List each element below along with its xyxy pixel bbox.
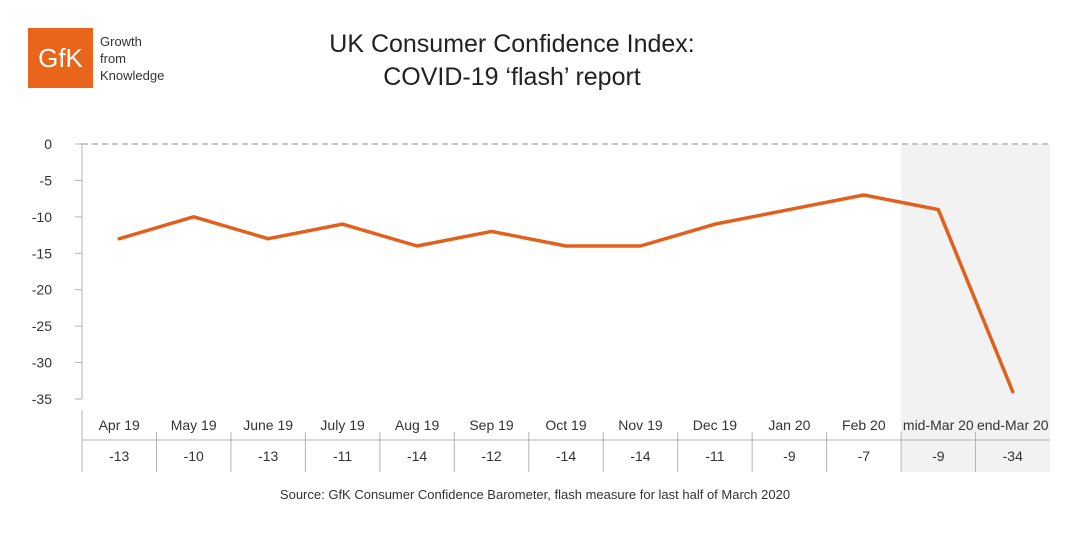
data-value-label: -12 <box>481 448 501 464</box>
tagline-line-3: Knowledge <box>100 68 165 83</box>
x-category-label: Sep 19 <box>469 417 514 433</box>
source-note: Source: GfK Consumer Confidence Baromete… <box>279 487 791 502</box>
data-point <box>638 244 642 248</box>
data-point <box>415 244 419 248</box>
data-value-label: -34 <box>1003 448 1023 464</box>
x-category-label: end-Mar 20 <box>977 417 1049 433</box>
x-category-label: Aug 19 <box>395 417 440 433</box>
data-point <box>936 208 940 212</box>
gfk-logo-mark: GfK <box>38 42 83 73</box>
data-point <box>787 208 791 212</box>
y-tick-label: 0 <box>44 136 52 152</box>
y-tick-label: -30 <box>32 355 52 371</box>
data-point <box>1011 390 1015 394</box>
x-category-label: mid-Mar 20 <box>903 417 974 433</box>
data-value-label: -14 <box>630 448 650 464</box>
data-value-label: -13 <box>109 448 129 464</box>
x-category-label: Jan 20 <box>768 417 810 433</box>
y-tick-label: -20 <box>32 282 52 298</box>
data-value-label: -10 <box>184 448 204 464</box>
data-value-label: -13 <box>258 448 278 464</box>
data-point <box>862 193 866 197</box>
data-value-label: -9 <box>932 448 945 464</box>
data-value-label: -14 <box>407 448 427 464</box>
chart-title: UK Consumer Confidence Index: COVID-19 ‘… <box>232 28 792 94</box>
x-category-label: May 19 <box>171 417 217 433</box>
x-category-label: Apr 19 <box>99 417 140 433</box>
data-value-label: -11 <box>705 448 724 464</box>
tagline-line-2: from <box>100 51 126 66</box>
data-value-label: -7 <box>858 448 871 464</box>
y-tick-label: -15 <box>32 245 52 261</box>
tagline-line-1: Growth <box>100 34 142 49</box>
x-category-label: Feb 20 <box>842 417 886 433</box>
chart-title-line-1: UK Consumer Confidence Index: <box>329 30 695 58</box>
data-point <box>713 222 717 226</box>
data-point <box>192 215 196 219</box>
y-tick-label: -10 <box>32 209 52 225</box>
data-point <box>564 244 568 248</box>
y-tick-label: -35 <box>32 391 52 407</box>
x-category-label: June 19 <box>243 417 293 433</box>
x-category-label: Nov 19 <box>618 417 663 433</box>
gfk-logo: GfK <box>28 28 93 88</box>
data-value-label: -11 <box>333 448 352 464</box>
data-value-label: -14 <box>556 448 576 464</box>
highlight-region <box>901 144 1050 472</box>
logo-tagline: Growth from Knowledge <box>100 33 164 84</box>
data-point <box>490 229 494 233</box>
x-category-label: July 19 <box>320 417 365 433</box>
y-tick-label: -5 <box>40 172 53 188</box>
x-category-label: Dec 19 <box>693 417 738 433</box>
data-value-label: -9 <box>783 448 796 464</box>
data-point <box>117 237 121 241</box>
data-point <box>341 222 345 226</box>
chart-title-line-2: COVID-19 ‘flash’ report <box>383 63 641 91</box>
series-line <box>117 193 1015 394</box>
y-tick-label: -25 <box>32 318 52 334</box>
x-category-label: Oct 19 <box>545 417 586 433</box>
data-point <box>266 237 270 241</box>
